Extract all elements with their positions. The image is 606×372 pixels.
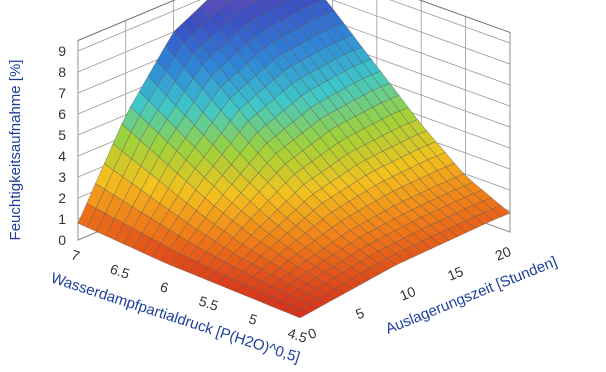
z-tick-label: 6 [58,106,66,122]
z-tick-label: 4 [58,148,66,164]
surface-plot [77,0,511,319]
z-tick-label: 9 [58,43,66,59]
z-tick-label: 3 [58,169,66,185]
y-tick-label: 10 [397,283,418,304]
z-axis-label: Feuchtigkeitsaufnahme [%] [7,60,24,241]
z-tick-label: 8 [58,64,66,80]
y-tick-label: 20 [493,243,514,264]
x-tick-label: 4.5 [286,325,310,346]
z-tick-label: 7 [58,85,66,101]
x-tick-label: 5 [247,310,260,328]
z-tick-label: 1 [58,211,66,227]
y-tick-label: 5 [353,304,366,322]
x-tick-label: 6 [158,278,171,296]
x-tick-label: 7 [69,246,82,264]
z-tick-label: 5 [58,127,66,143]
surface-cell [290,308,310,319]
z-tick-label: 0 [58,232,66,248]
y-tick-label: 0 [306,324,319,342]
z-gridline [77,0,511,73]
x-tick-label: 5.5 [197,293,221,314]
z-gridline [77,0,511,52]
z-tick-label: 2 [58,190,66,206]
y-tick-label: 15 [445,263,466,284]
x-tick-label: 6.5 [108,261,132,282]
